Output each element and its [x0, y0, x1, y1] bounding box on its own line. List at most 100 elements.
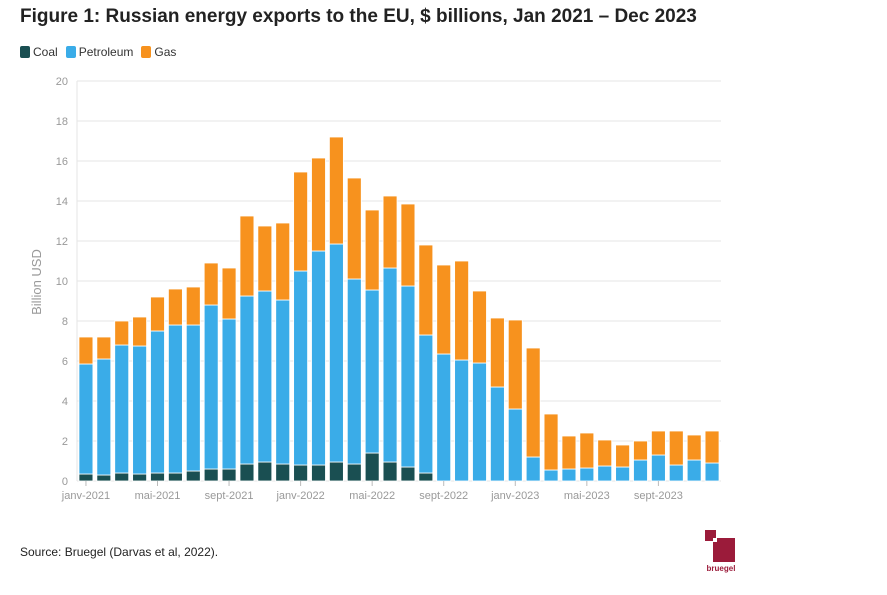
bar-petroleum-2022-09[interactable]: [436, 353, 452, 482]
bar-coal-2022-03[interactable]: [329, 461, 344, 482]
bar-petroleum-2023-10[interactable]: [668, 464, 684, 482]
bar-gas-2021-11[interactable]: [257, 225, 273, 292]
bar-gas-2023-08[interactable]: [633, 440, 648, 461]
bar-gas-2023-09[interactable]: [651, 430, 666, 456]
bar-petroleum-2021-09[interactable]: [221, 318, 237, 470]
bar-petroleum-2022-08[interactable]: [418, 334, 434, 474]
bar-coal-2022-08[interactable]: [418, 472, 434, 482]
bar-petroleum-2023-07[interactable]: [615, 466, 630, 482]
bar-gas-2021-04[interactable]: [132, 316, 147, 347]
bar-petroleum-2023-02[interactable]: [525, 456, 541, 482]
bar-petroleum-2021-03[interactable]: [114, 344, 130, 474]
bar-petroleum-2023-11[interactable]: [686, 459, 702, 482]
bar-petroleum-2021-08[interactable]: [203, 304, 219, 470]
bar-petroleum-2022-07[interactable]: [400, 285, 416, 468]
bar-coal-2021-08[interactable]: [203, 468, 219, 482]
bar-gas-2022-12[interactable]: [490, 317, 505, 388]
bar-gas-2021-01[interactable]: [78, 336, 94, 365]
bar-gas-2022-09[interactable]: [436, 264, 452, 355]
bar-gas-2021-07[interactable]: [185, 286, 201, 326]
bar-petroleum-2021-04[interactable]: [132, 345, 147, 475]
bar-gas-2021-08[interactable]: [203, 262, 219, 306]
bar-gas-2022-11[interactable]: [472, 290, 487, 364]
bar-gas-2021-06[interactable]: [168, 288, 183, 326]
bar-gas-2023-02[interactable]: [525, 347, 541, 458]
bar-petroleum-2021-02[interactable]: [96, 358, 112, 476]
bar-coal-2022-04[interactable]: [346, 463, 362, 482]
bar-coal-2021-01[interactable]: [78, 473, 94, 482]
bar-petroleum-2021-05[interactable]: [150, 330, 165, 474]
bar-gas-2023-04[interactable]: [561, 435, 577, 470]
bar-petroleum-2021-10[interactable]: [239, 295, 255, 465]
bar-coal-2021-03[interactable]: [114, 472, 130, 482]
bar-gas-2021-03[interactable]: [114, 320, 130, 346]
legend-item-petroleum[interactable]: Petroleum: [65, 45, 133, 59]
bar-gas-2023-11[interactable]: [686, 434, 702, 461]
bar-coal-2021-10[interactable]: [239, 463, 255, 482]
bar-coal-2021-06[interactable]: [168, 472, 183, 482]
bar-gas-2022-04[interactable]: [346, 177, 362, 280]
bar-gas-2021-10[interactable]: [239, 215, 255, 297]
bar-gas-2023-05[interactable]: [579, 432, 595, 469]
bar-gas-2022-01[interactable]: [293, 171, 308, 272]
bar-petroleum-2022-11[interactable]: [472, 362, 487, 482]
bar-petroleum-2023-01[interactable]: [507, 408, 523, 482]
bar-gas-2023-03[interactable]: [543, 413, 559, 471]
legend-item-coal[interactable]: Coal: [20, 45, 58, 59]
bar-petroleum-2022-01[interactable]: [293, 270, 308, 466]
y-tick-label: 4: [62, 396, 68, 408]
bar-coal-2022-02[interactable]: [311, 464, 326, 482]
bar-coal-2021-09[interactable]: [221, 468, 237, 482]
bar-gas-2021-12[interactable]: [275, 222, 291, 301]
bar-petroleum-2023-08[interactable]: [633, 459, 648, 482]
bar-gas-2022-02[interactable]: [311, 157, 326, 252]
bar-gas-2022-06[interactable]: [382, 195, 398, 269]
bar-petroleum-2022-03[interactable]: [329, 243, 344, 463]
bar-petroleum-2021-06[interactable]: [168, 324, 183, 474]
bar-petroleum-2022-02[interactable]: [311, 250, 326, 466]
bar-gas-2022-03[interactable]: [329, 136, 344, 245]
bar-gas-2022-08[interactable]: [418, 244, 434, 336]
bar-gas-2023-10[interactable]: [668, 430, 684, 466]
bar-petroleum-2022-10[interactable]: [454, 359, 469, 482]
bar-gas-2023-07[interactable]: [615, 444, 630, 468]
bar-coal-2022-01[interactable]: [293, 464, 308, 482]
legend-swatch-petroleum: [65, 46, 76, 58]
bar-petroleum-2021-01[interactable]: [78, 363, 94, 475]
bar-gas-2022-10[interactable]: [454, 260, 469, 361]
bar-petroleum-2021-11[interactable]: [257, 290, 273, 463]
bar-petroleum-2021-07[interactable]: [185, 324, 201, 472]
bar-coal-2022-07[interactable]: [400, 466, 416, 482]
bar-gas-2021-09[interactable]: [221, 267, 237, 320]
bar-petroleum-2021-12[interactable]: [275, 299, 291, 465]
bar-petroleum-2022-12[interactable]: [490, 386, 505, 482]
bar-coal-2021-05[interactable]: [150, 472, 165, 482]
bar-gas-2022-07[interactable]: [400, 203, 416, 287]
x-tick-label: janv-2023: [490, 490, 539, 502]
bar-gas-2023-12[interactable]: [704, 430, 720, 464]
bar-gas-2021-05[interactable]: [150, 296, 165, 332]
bar-coal-2021-11[interactable]: [257, 461, 273, 482]
bar-petroleum-2023-06[interactable]: [597, 465, 613, 482]
bar-petroleum-2023-03[interactable]: [543, 469, 559, 482]
legend-item-gas[interactable]: Gas: [141, 45, 176, 59]
bar-gas-2022-05[interactable]: [364, 209, 380, 291]
bar-gas-2023-06[interactable]: [597, 439, 613, 467]
y-tick-label: 8: [62, 316, 68, 328]
bar-petroleum-2023-09[interactable]: [651, 454, 666, 482]
bar-petroleum-2023-04[interactable]: [561, 468, 577, 482]
bar-coal-2021-02[interactable]: [96, 474, 112, 482]
bar-coal-2022-05[interactable]: [364, 452, 380, 482]
bar-coal-2021-04[interactable]: [132, 473, 147, 482]
bar-coal-2021-07[interactable]: [185, 470, 201, 482]
bar-gas-2021-02[interactable]: [96, 336, 112, 360]
bar-petroleum-2022-06[interactable]: [382, 267, 398, 463]
bar-petroleum-2022-05[interactable]: [364, 289, 380, 454]
bar-coal-2021-12[interactable]: [275, 463, 291, 482]
bar-petroleum-2023-05[interactable]: [579, 467, 595, 482]
bar-coal-2022-06[interactable]: [382, 461, 398, 482]
y-tick-label: 14: [56, 196, 68, 208]
bar-petroleum-2022-04[interactable]: [346, 278, 362, 465]
bar-gas-2023-01[interactable]: [507, 319, 523, 410]
bar-petroleum-2023-12[interactable]: [704, 462, 720, 482]
